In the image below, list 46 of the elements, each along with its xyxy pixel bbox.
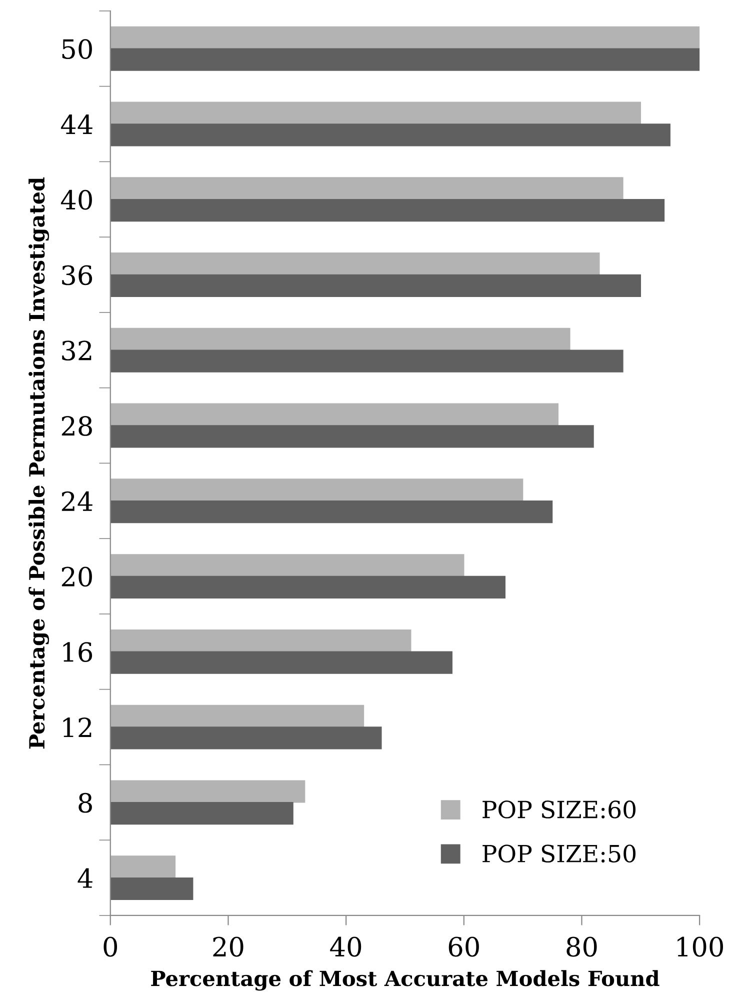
y-tick-label: 4 [78,868,92,888]
bar [110,425,594,448]
legend-label: POP SIZE:50 [482,844,636,863]
y-axis-title: Percentage of Possible Permutaions Investigated [28,177,50,749]
bar [110,328,570,350]
x-tick-label: 40 [330,936,362,957]
y-tick-label: 28 [62,416,92,436]
x-tick-label: 100 [678,936,723,957]
bar [110,651,452,674]
bar [110,856,176,878]
y-tick-label: 8 [78,792,92,813]
bar [110,478,524,502]
y-tick-label: 40 [60,190,92,210]
bar [110,252,600,276]
bar [110,802,294,825]
bar [110,403,559,426]
bar [110,554,464,577]
bar [110,177,624,200]
y-tick-label: 16 [63,642,92,662]
y-tick-label: 12 [63,717,92,738]
y-tick-label: 44 [60,114,92,134]
bar [110,350,624,372]
y-tick-label: 32 [62,340,92,361]
bar [110,199,665,222]
y-tick-label: 24 [62,491,92,511]
bar [110,629,412,652]
bar [110,576,506,598]
bar [110,102,641,124]
x-tick-label: 0 [104,936,118,957]
y-tick-label: 20 [62,566,92,587]
x-tick-label: 80 [566,936,597,957]
bar [110,26,700,49]
x-tick-label: 20 [213,936,244,957]
x-axis-title: Percentage of Most Accurate Models Found [151,970,660,991]
bar [110,704,364,728]
bar [110,500,553,524]
bar [110,780,306,803]
x-tick-label: 60 [448,936,479,957]
y-tick-label: 36 [62,265,92,286]
bar [110,726,382,750]
bar [110,48,700,71]
legend-label: POP SIZE:60 [482,800,636,818]
bar [110,124,670,146]
bar [110,274,641,297]
y-tick-label: 50 [62,39,92,60]
bar [110,877,194,900]
